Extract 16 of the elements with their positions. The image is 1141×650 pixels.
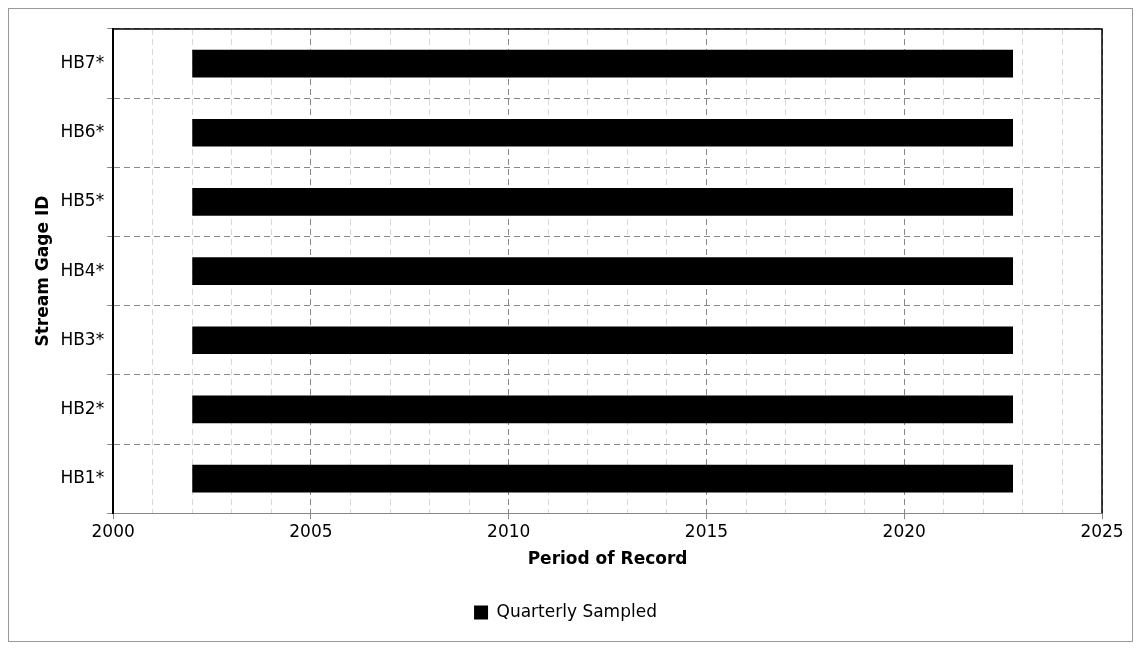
y-tick-label: HB5* bbox=[60, 190, 105, 211]
x-axis-title: Period of Record bbox=[527, 548, 688, 569]
x-tick-label: 2015 bbox=[684, 520, 729, 541]
y-tick-label: HB6* bbox=[60, 121, 105, 142]
x-tick-label: 2025 bbox=[1080, 520, 1124, 541]
x-tick-label: 2000 bbox=[91, 520, 135, 541]
y-axis-title: Stream Gage ID bbox=[31, 195, 52, 347]
legend-label: Quarterly Sampled bbox=[496, 600, 657, 621]
y-tick-label: HB2* bbox=[60, 397, 105, 418]
y-tick-label: HB7* bbox=[60, 52, 105, 73]
x-tick-label: 2010 bbox=[487, 520, 531, 541]
x-tick-label: 2005 bbox=[289, 520, 333, 541]
y-tick-label: HB4* bbox=[60, 259, 105, 280]
y-tick-label: HB3* bbox=[60, 328, 105, 349]
y-tick-label: HB1* bbox=[60, 467, 105, 488]
x-tick-label: 2020 bbox=[882, 520, 926, 541]
